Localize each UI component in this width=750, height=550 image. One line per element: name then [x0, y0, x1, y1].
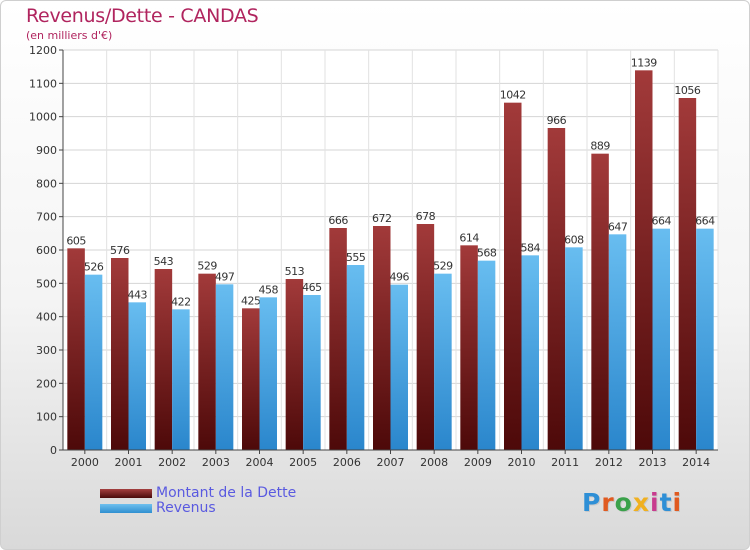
- bar-revenue: [259, 297, 277, 450]
- y-tick-label: 800: [36, 177, 57, 190]
- y-tick-label: 200: [36, 377, 57, 390]
- data-label-revenue: 497: [215, 270, 235, 283]
- data-label-debt: 889: [590, 140, 610, 153]
- legend-label-debt: Montant de la Dette: [156, 485, 297, 501]
- y-tick-label: 0: [50, 444, 57, 457]
- data-label-debt: 529: [197, 260, 217, 273]
- data-label-debt: 605: [66, 234, 86, 247]
- proxiti-logo: Proxiti: [582, 488, 683, 517]
- data-label-debt: 672: [372, 212, 392, 225]
- bar-revenue: [652, 228, 670, 450]
- bar-debt: [591, 153, 609, 450]
- bar-debt: [547, 128, 566, 450]
- x-tick-label: 2012: [595, 456, 623, 469]
- y-tick-label: 700: [36, 211, 57, 224]
- bar-revenue: [390, 284, 408, 450]
- data-label-revenue: 584: [521, 241, 541, 254]
- x-tick-label: 2001: [115, 456, 143, 469]
- y-tick-label: 1200: [29, 44, 57, 57]
- x-tick-label: 2009: [464, 456, 492, 469]
- bar-debt: [285, 279, 304, 450]
- y-tick-label: 1000: [29, 111, 57, 124]
- y-tick-label: 900: [36, 144, 57, 157]
- y-tick-label: 100: [36, 411, 57, 424]
- data-label-revenue: 465: [302, 281, 322, 294]
- bar-revenue: [477, 260, 496, 450]
- data-label-revenue: 529: [433, 260, 453, 273]
- bar-debt: [154, 269, 173, 450]
- data-label-debt: 543: [154, 255, 174, 268]
- x-tick-label: 2014: [682, 456, 710, 469]
- legend-swatch-debt: [100, 489, 152, 498]
- data-label-revenue: 443: [128, 288, 148, 301]
- data-label-revenue: 647: [608, 220, 628, 233]
- data-label-debt: 576: [110, 244, 130, 257]
- bar-revenue: [696, 228, 714, 450]
- bar-debt: [242, 308, 260, 450]
- data-label-debt: 678: [416, 210, 436, 223]
- chart-title: Revenus/Dette - CANDAS: [26, 5, 259, 27]
- bars: 6055265764435434225294974254585134656665…: [66, 56, 716, 451]
- data-label-revenue: 422: [171, 295, 191, 308]
- x-tick-label: 2013: [639, 456, 667, 469]
- bar-revenue: [608, 234, 627, 450]
- x-axis: 2000 2001 2002 2003 2004 2005 2006 2007 2008 2009…: [63, 449, 718, 469]
- bar-revenue: [215, 284, 234, 450]
- bar-debt: [198, 273, 216, 450]
- bar-debt: [111, 258, 129, 450]
- data-label-revenue: 526: [84, 261, 104, 274]
- data-label-debt: 513: [285, 265, 305, 278]
- data-label-debt: 1042: [500, 89, 526, 102]
- bar-debt: [373, 226, 391, 450]
- data-label-revenue: 664: [695, 215, 715, 228]
- legend-swatch-revenue: [100, 504, 152, 513]
- bar-debt: [329, 228, 347, 450]
- x-tick-label: 2006: [333, 456, 361, 469]
- bar-debt: [67, 248, 85, 450]
- data-label-debt: 966: [547, 114, 567, 127]
- bar-debt: [678, 98, 697, 450]
- x-tick-label: 2008: [420, 456, 448, 469]
- y-axis: 0 100 200 300 400 500 600 700 800 900 1000 1100 1200: [29, 44, 64, 457]
- y-tick-label: 400: [36, 311, 57, 324]
- bar-debt: [416, 224, 435, 450]
- data-label-revenue: 568: [477, 247, 497, 260]
- bar-revenue: [434, 273, 452, 450]
- bar-revenue: [565, 247, 583, 450]
- data-label-debt: 425: [241, 294, 261, 307]
- bar-revenue: [84, 274, 103, 450]
- x-tick-label: 2000: [71, 456, 99, 469]
- data-label-revenue: 608: [564, 233, 584, 246]
- data-label-revenue: 458: [259, 283, 279, 296]
- bar-revenue: [303, 295, 321, 450]
- data-label-revenue: 664: [652, 215, 672, 228]
- x-tick-label: 2004: [246, 456, 274, 469]
- bar-revenue: [128, 302, 146, 450]
- data-label-debt: 614: [459, 231, 479, 244]
- bar-debt: [504, 102, 522, 451]
- y-tick-label: 500: [36, 277, 57, 290]
- y-tick-label: 1100: [29, 77, 57, 90]
- data-label-revenue: 496: [390, 271, 410, 284]
- x-tick-label: 2003: [202, 456, 230, 469]
- legend-label-revenue: Revenus: [156, 500, 216, 516]
- bar-revenue: [521, 255, 539, 450]
- bar-revenue: [346, 265, 365, 450]
- data-label-debt: 1139: [631, 56, 657, 69]
- x-tick-label: 2010: [508, 456, 536, 469]
- x-tick-label: 2011: [551, 456, 579, 469]
- x-tick-label: 2007: [377, 456, 405, 469]
- bar-debt: [635, 70, 653, 450]
- data-label-debt: 666: [328, 214, 348, 227]
- bar-revenue: [172, 309, 190, 450]
- x-tick-label: 2005: [289, 456, 317, 469]
- y-tick-label: 600: [36, 244, 57, 257]
- data-label-revenue: 555: [346, 251, 366, 264]
- x-tick-label: 2002: [158, 456, 186, 469]
- data-label-debt: 1056: [674, 84, 700, 97]
- bar-debt: [460, 245, 478, 450]
- y-tick-label: 300: [36, 344, 57, 357]
- chart-subtitle: (en milliers d'€): [26, 29, 113, 42]
